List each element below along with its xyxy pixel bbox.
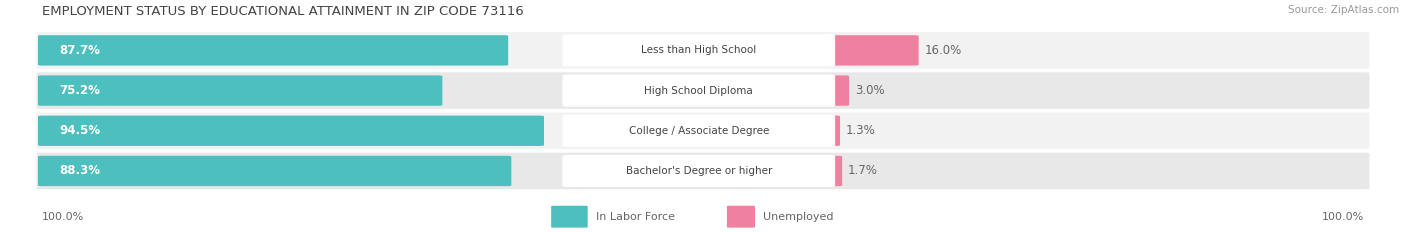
Text: 75.2%: 75.2% xyxy=(59,84,100,97)
FancyBboxPatch shape xyxy=(35,71,1371,110)
Text: 94.5%: 94.5% xyxy=(59,124,100,137)
FancyBboxPatch shape xyxy=(35,151,1371,191)
FancyBboxPatch shape xyxy=(824,35,918,65)
FancyBboxPatch shape xyxy=(562,115,834,146)
Text: 87.7%: 87.7% xyxy=(59,44,100,57)
FancyBboxPatch shape xyxy=(824,75,849,106)
FancyBboxPatch shape xyxy=(38,116,544,146)
FancyBboxPatch shape xyxy=(824,116,839,146)
Text: 1.3%: 1.3% xyxy=(845,124,876,137)
Text: In Labor Force: In Labor Force xyxy=(596,212,675,222)
Text: EMPLOYMENT STATUS BY EDUCATIONAL ATTAINMENT IN ZIP CODE 73116: EMPLOYMENT STATUS BY EDUCATIONAL ATTAINM… xyxy=(42,5,524,18)
Text: 100.0%: 100.0% xyxy=(1322,212,1364,222)
FancyBboxPatch shape xyxy=(38,35,508,65)
FancyBboxPatch shape xyxy=(562,35,834,66)
FancyBboxPatch shape xyxy=(824,156,842,186)
FancyBboxPatch shape xyxy=(38,156,512,186)
Text: 1.7%: 1.7% xyxy=(848,164,877,178)
Text: 16.0%: 16.0% xyxy=(924,44,962,57)
Text: Source: ZipAtlas.com: Source: ZipAtlas.com xyxy=(1288,5,1399,15)
Text: High School Diploma: High School Diploma xyxy=(644,86,754,96)
Text: Bachelor's Degree or higher: Bachelor's Degree or higher xyxy=(626,166,772,176)
FancyBboxPatch shape xyxy=(35,111,1371,151)
FancyBboxPatch shape xyxy=(38,75,443,106)
FancyBboxPatch shape xyxy=(35,31,1371,70)
Text: 100.0%: 100.0% xyxy=(42,212,84,222)
Text: 88.3%: 88.3% xyxy=(59,164,100,178)
FancyBboxPatch shape xyxy=(562,156,834,186)
Text: 3.0%: 3.0% xyxy=(855,84,884,97)
Text: Less than High School: Less than High School xyxy=(641,45,756,55)
FancyBboxPatch shape xyxy=(562,75,834,106)
FancyBboxPatch shape xyxy=(727,206,755,228)
Text: Unemployed: Unemployed xyxy=(763,212,834,222)
Text: College / Associate Degree: College / Associate Degree xyxy=(628,126,769,136)
FancyBboxPatch shape xyxy=(551,206,588,228)
